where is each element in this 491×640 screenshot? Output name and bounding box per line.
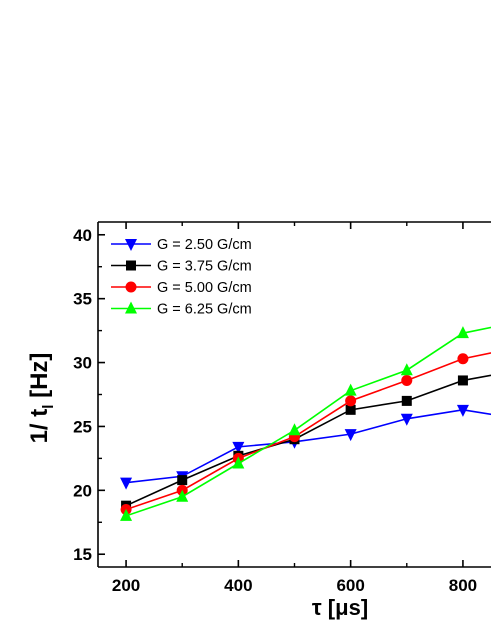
legend-marker bbox=[125, 239, 137, 251]
x-axis-title-unit: μs bbox=[335, 595, 361, 620]
data-point bbox=[400, 363, 413, 376]
x-tick-label: 200 bbox=[112, 576, 140, 595]
data-point bbox=[345, 395, 357, 407]
legend-marker bbox=[126, 260, 136, 271]
y-tick-label: 15 bbox=[73, 545, 92, 564]
data-point bbox=[456, 326, 469, 339]
x-tick-label: 400 bbox=[224, 576, 252, 595]
data-point bbox=[457, 375, 468, 386]
y-tick-label: 20 bbox=[73, 481, 92, 500]
y-axis-title: 1/ tl [Hz] bbox=[26, 353, 57, 444]
legend: G = 2.50 G/cm G = 3.75 G/cm G = 5.00 G/cm G… bbox=[111, 237, 252, 318]
y-axis-title-unit: [Hz] bbox=[26, 353, 53, 405]
series-layer bbox=[120, 326, 491, 521]
y-tick-label: 25 bbox=[73, 417, 92, 436]
data-point bbox=[288, 423, 301, 436]
series-clip-group bbox=[120, 326, 491, 521]
data-point bbox=[120, 477, 133, 490]
series-2 bbox=[121, 374, 491, 511]
y-tick-label: 40 bbox=[73, 226, 92, 245]
axes-layer: 200 400 600 800 15 20 25 30 35 40 bbox=[73, 221, 491, 595]
data-point bbox=[344, 429, 357, 442]
series-line-2 bbox=[125, 374, 491, 507]
legend-label: G = 5.00 G/cm bbox=[157, 280, 252, 296]
data-point bbox=[457, 353, 469, 365]
x-axis-title-main: τ [ bbox=[312, 595, 336, 620]
data-point bbox=[344, 383, 357, 396]
y-tick-label: 35 bbox=[73, 290, 92, 309]
data-point bbox=[176, 489, 189, 502]
legend-entry-2: G = 3.75 G/cm bbox=[111, 259, 252, 275]
series-4 bbox=[120, 326, 491, 521]
data-point bbox=[456, 404, 469, 417]
data-point bbox=[120, 508, 133, 521]
data-point bbox=[345, 404, 356, 415]
legend-entry-3: G = 5.00 G/cm bbox=[111, 280, 252, 296]
y-tick-label: 30 bbox=[73, 354, 92, 373]
y-axis-title-sub: l bbox=[40, 405, 57, 409]
legend-label: G = 2.50 G/cm bbox=[157, 237, 252, 253]
x-axis-title: τ [μs] bbox=[312, 595, 368, 620]
legend-entry-1: G = 2.50 G/cm bbox=[111, 237, 252, 253]
data-point bbox=[401, 395, 412, 406]
data-point bbox=[177, 475, 188, 486]
x-tick-label: 800 bbox=[449, 576, 477, 595]
x-axis-title-close: ] bbox=[361, 595, 368, 620]
series-3 bbox=[120, 352, 491, 515]
x-tick-label: 600 bbox=[336, 576, 364, 595]
legend-marker bbox=[125, 301, 137, 314]
series-1 bbox=[120, 404, 491, 490]
data-point bbox=[401, 374, 413, 386]
legend-label: G = 6.25 G/cm bbox=[157, 302, 252, 318]
legend-entry-4: G = 6.25 G/cm bbox=[111, 301, 252, 318]
data-point bbox=[400, 413, 413, 426]
data-point bbox=[232, 456, 245, 469]
y-axis-title-main: 1/ t bbox=[26, 409, 53, 444]
series-line-3 bbox=[125, 352, 491, 511]
legend-marker bbox=[125, 281, 137, 293]
legend-label: G = 3.75 G/cm bbox=[157, 259, 252, 275]
series-line-4 bbox=[125, 326, 491, 517]
data-point bbox=[232, 441, 245, 454]
series-line-1 bbox=[125, 409, 491, 484]
